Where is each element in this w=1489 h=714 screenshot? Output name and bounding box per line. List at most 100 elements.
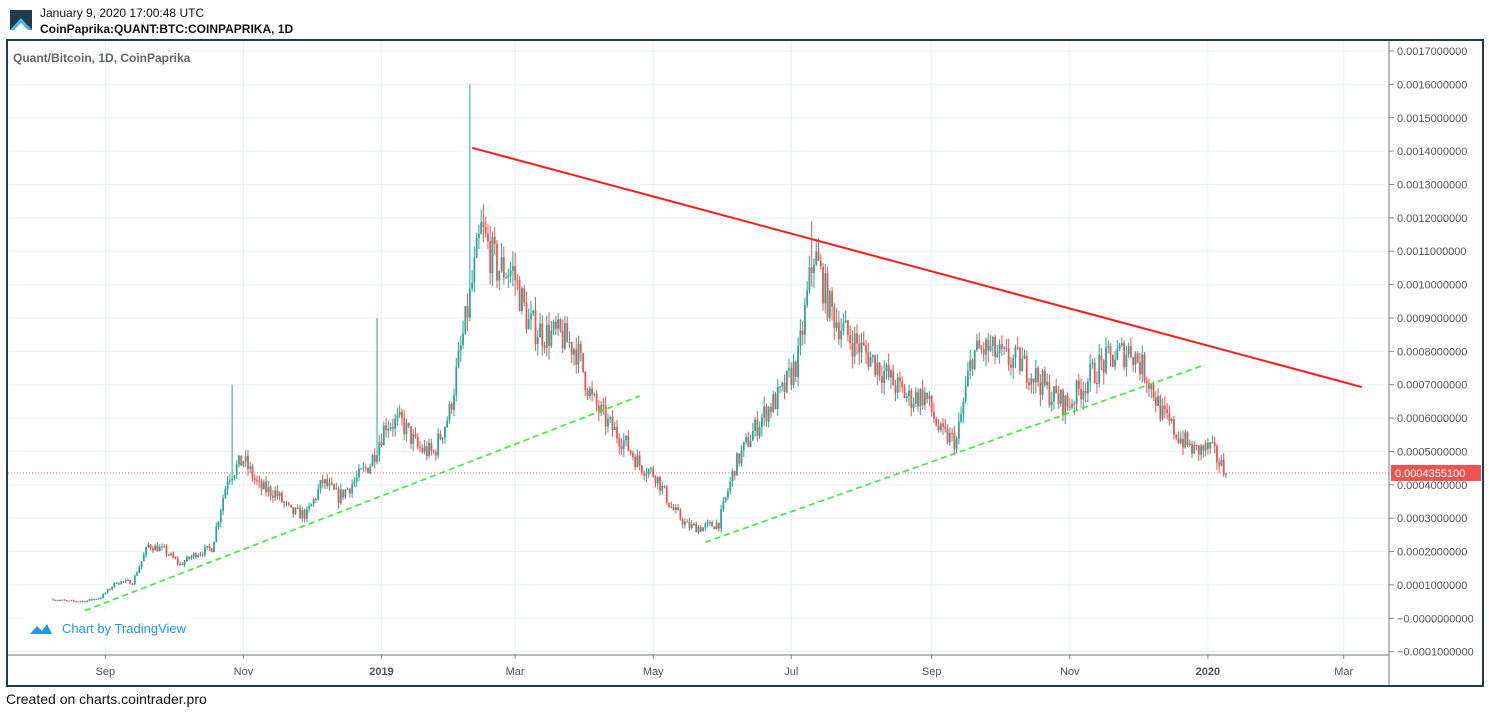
- candle-body: [493, 236, 496, 244]
- candle-body: [1082, 390, 1085, 400]
- candle-body: [801, 330, 804, 335]
- candle-body: [113, 582, 116, 587]
- candle-body: [235, 464, 238, 476]
- candle-body: [570, 342, 573, 355]
- candle-body: [885, 364, 888, 372]
- candle-body: [946, 428, 949, 443]
- candle-body: [389, 427, 392, 429]
- candle-body: [305, 508, 308, 519]
- candle-body: [514, 266, 517, 281]
- candle-body: [176, 558, 179, 564]
- candle-body: [559, 319, 562, 331]
- candle-body: [1071, 403, 1073, 408]
- candle-body: [604, 405, 607, 427]
- candle-body: [1089, 363, 1092, 382]
- candle-body: [1195, 444, 1198, 446]
- candle-body: [957, 421, 960, 439]
- candle-body: [987, 339, 990, 351]
- y-tick-label: 0.0017000000: [1397, 46, 1467, 58]
- candle-body: [52, 599, 55, 601]
- candle-body: [536, 337, 539, 345]
- candle-body: [582, 353, 584, 372]
- candle-body: [1075, 380, 1078, 405]
- candle-body: [760, 417, 763, 428]
- candle-body: [290, 504, 292, 508]
- candle-body: [620, 446, 623, 450]
- candle-body: [1191, 443, 1193, 454]
- candle-body: [133, 575, 136, 585]
- candle-body: [355, 477, 358, 482]
- candle-body: [715, 522, 718, 530]
- candle-body: [328, 482, 331, 487]
- candle-body: [274, 490, 277, 498]
- price-chart[interactable]: 0.0017000000 0.0016000000 0.0015000000 0.00…: [8, 41, 1482, 685]
- candle-body: [491, 236, 494, 274]
- candle-body: [1222, 459, 1225, 475]
- tradingview-watermark[interactable]: Chart by TradingView: [20, 611, 195, 645]
- candle-body: [566, 323, 569, 343]
- candle-body: [656, 476, 659, 484]
- candle-body: [991, 337, 994, 347]
- candle-body: [903, 387, 906, 399]
- candle-body: [1007, 348, 1010, 365]
- candle-body: [276, 490, 279, 497]
- candle-body: [998, 344, 1001, 354]
- candle-body: [1025, 355, 1028, 383]
- y-tick-label: 0.0008000000: [1397, 346, 1467, 358]
- candle-body: [195, 553, 197, 558]
- candle-body: [412, 434, 415, 444]
- candle-body: [142, 554, 145, 562]
- candle-body: [930, 395, 933, 412]
- candle-body: [971, 360, 974, 369]
- candle-body: [928, 395, 931, 399]
- candle-body: [346, 488, 349, 490]
- candle-body: [1139, 362, 1141, 375]
- candle-body: [507, 275, 510, 278]
- candle-body: [405, 422, 408, 435]
- candle-body: [686, 521, 689, 523]
- watermark-text: Chart by TradingView: [62, 620, 187, 636]
- candle-body: [201, 554, 204, 556]
- candle-body: [810, 267, 813, 273]
- candle-body: [708, 522, 711, 524]
- candle-body: [1003, 347, 1006, 349]
- candle-body: [964, 386, 967, 402]
- candle-body: [342, 489, 344, 498]
- x-tick-label: Sep: [96, 666, 116, 678]
- candle-body: [765, 406, 768, 422]
- footer-credit: Created on charts.cointrader.pro: [6, 691, 207, 707]
- candle-body: [122, 581, 125, 583]
- last-price-badge: [1391, 464, 1481, 481]
- candle-body: [292, 507, 295, 515]
- candle-body: [330, 482, 333, 485]
- candle-body: [625, 435, 627, 441]
- candle-body: [335, 488, 338, 490]
- candle-body: [441, 437, 444, 440]
- candle-body: [396, 415, 399, 419]
- candle-body: [151, 548, 154, 551]
- candle-body: [588, 388, 591, 397]
- candle-body: [699, 527, 702, 532]
- candle-body: [428, 443, 430, 457]
- candle-body: [668, 502, 670, 507]
- candle-body: [224, 488, 227, 499]
- candle-body: [731, 470, 734, 482]
- candle-body: [147, 544, 150, 548]
- candle-body: [321, 480, 324, 484]
- candle-body: [1184, 432, 1187, 448]
- candle-body: [1107, 346, 1110, 348]
- candle-body: [265, 481, 267, 493]
- candle-body: [745, 437, 747, 443]
- candle-body: [751, 430, 754, 441]
- candle-body: [56, 600, 59, 602]
- candle-body: [597, 405, 600, 413]
- candle-body: [63, 599, 66, 601]
- candle-body: [480, 222, 483, 234]
- support-trendline: [84, 395, 640, 612]
- candle-body: [523, 288, 526, 303]
- candle-body: [90, 599, 93, 601]
- candle-body: [890, 370, 892, 378]
- x-tick-label: Nov: [234, 666, 254, 678]
- candle-body: [858, 343, 861, 353]
- candle-body: [213, 541, 215, 553]
